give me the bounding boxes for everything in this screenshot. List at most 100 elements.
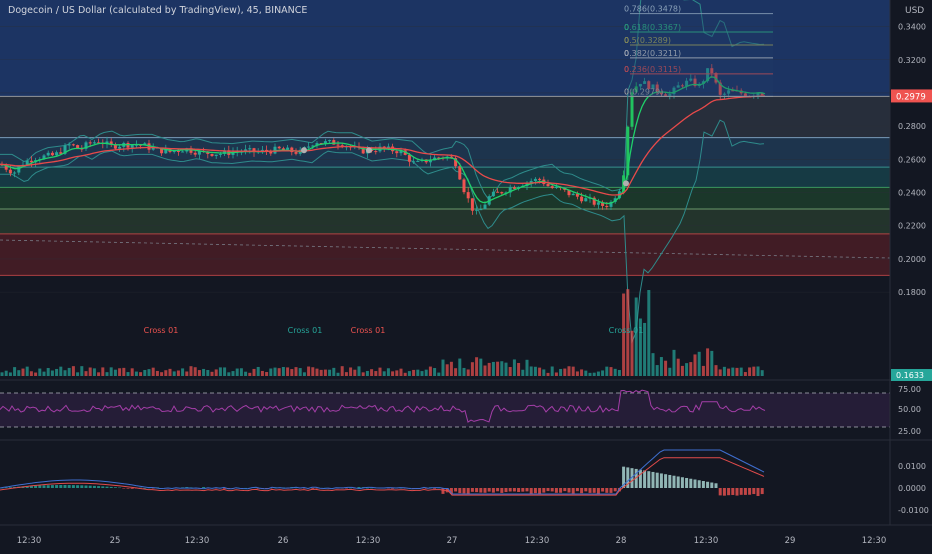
macd-hist bbox=[701, 481, 705, 488]
macd-hist bbox=[622, 466, 626, 488]
candle-body bbox=[277, 146, 281, 149]
candle-body bbox=[496, 191, 500, 193]
macd-hist bbox=[676, 476, 680, 488]
volume-bar bbox=[449, 361, 453, 376]
candle-body bbox=[223, 150, 227, 154]
candle-body bbox=[609, 201, 613, 207]
candle-body bbox=[407, 154, 411, 162]
volume-bar bbox=[8, 372, 12, 376]
candle-body bbox=[63, 145, 67, 154]
volume-bar bbox=[63, 370, 67, 376]
volume-bar bbox=[668, 367, 672, 376]
volume-bar bbox=[84, 371, 88, 376]
macd-hist bbox=[29, 485, 33, 488]
macd-hist bbox=[302, 488, 306, 489]
macd-hist bbox=[80, 485, 84, 488]
candle-body bbox=[550, 186, 554, 188]
candle-body bbox=[580, 196, 584, 202]
volume-bar bbox=[122, 367, 126, 376]
volume-bar bbox=[559, 368, 563, 376]
volume-bar bbox=[563, 368, 567, 376]
volume-bar bbox=[344, 372, 348, 376]
candle-body bbox=[210, 153, 214, 156]
volume-bar bbox=[731, 367, 735, 376]
macd-hist bbox=[391, 488, 395, 489]
candle-body bbox=[113, 144, 117, 149]
volume-bar bbox=[290, 369, 294, 376]
macd-hist bbox=[357, 487, 361, 488]
volume-bar bbox=[298, 368, 302, 376]
candle-body bbox=[529, 180, 533, 183]
volume-bar bbox=[92, 368, 96, 376]
candle-body bbox=[231, 151, 235, 155]
volume-bar bbox=[202, 368, 206, 376]
volume-bar bbox=[546, 372, 550, 376]
macd-hist bbox=[504, 488, 508, 493]
fib-zone bbox=[0, 187, 890, 209]
volume-bar bbox=[651, 353, 655, 376]
macd-hist bbox=[613, 488, 617, 492]
candle-body bbox=[218, 153, 222, 155]
macd-hist bbox=[718, 488, 722, 496]
volume-bar bbox=[76, 372, 80, 376]
candle-body bbox=[172, 151, 176, 153]
volume-bar bbox=[458, 358, 462, 376]
macd-hist bbox=[609, 488, 613, 493]
rsi-tick: 75.00 bbox=[898, 385, 921, 394]
volume-bar bbox=[470, 362, 474, 376]
candle-body bbox=[17, 166, 21, 173]
volume-bar bbox=[311, 367, 315, 376]
candle-body bbox=[340, 145, 344, 147]
volume-bar bbox=[223, 367, 227, 376]
volume-bar bbox=[571, 366, 575, 376]
rsi-tick: 50.00 bbox=[898, 405, 921, 414]
cross-dot bbox=[366, 147, 372, 154]
candle-body bbox=[248, 148, 252, 150]
volume-bar bbox=[361, 372, 365, 376]
candle-body bbox=[307, 146, 311, 148]
volume-bar bbox=[378, 367, 382, 376]
price-tick: 0.2800 bbox=[898, 122, 926, 131]
candle-body bbox=[336, 144, 340, 146]
volume-bar bbox=[42, 371, 46, 376]
volume-bar bbox=[50, 370, 54, 376]
volume-bar bbox=[273, 367, 277, 376]
macd-hist bbox=[13, 486, 17, 488]
macd-hist bbox=[508, 488, 512, 492]
macd-hist bbox=[697, 480, 701, 488]
macd-hist bbox=[130, 488, 134, 489]
candle-body bbox=[479, 209, 483, 211]
volume-bar bbox=[756, 366, 760, 376]
volume-bar bbox=[80, 366, 84, 376]
volume-bar bbox=[336, 372, 340, 376]
macd-hist bbox=[655, 472, 659, 488]
volume-bar bbox=[151, 367, 155, 376]
volume-bar bbox=[752, 366, 756, 376]
volume-bar bbox=[281, 367, 285, 376]
volume-bar bbox=[542, 369, 546, 376]
volume-bar bbox=[319, 369, 323, 376]
volume-bar bbox=[101, 367, 105, 376]
macd-hist bbox=[643, 470, 647, 488]
candle-body bbox=[605, 205, 609, 207]
volume-bar bbox=[29, 371, 33, 376]
volume-bar bbox=[512, 359, 516, 376]
candle-body bbox=[630, 92, 634, 127]
volume-bar bbox=[475, 357, 479, 376]
volume-bar bbox=[743, 372, 747, 376]
cross-label: Cross 01 bbox=[351, 326, 386, 335]
volume-bar bbox=[592, 372, 596, 376]
volume-bar bbox=[617, 370, 621, 376]
ema-slow bbox=[0, 95, 765, 196]
volume-bar bbox=[252, 368, 256, 376]
macd-hist bbox=[592, 488, 596, 493]
candle-body bbox=[643, 81, 647, 84]
fib-label: 0(0.2979) bbox=[624, 87, 663, 96]
macd-hist bbox=[458, 488, 462, 494]
volume-bar bbox=[227, 372, 231, 376]
volume-bar bbox=[567, 366, 571, 376]
volume-bar bbox=[412, 369, 416, 376]
price-tick: 0.3200 bbox=[898, 56, 926, 65]
